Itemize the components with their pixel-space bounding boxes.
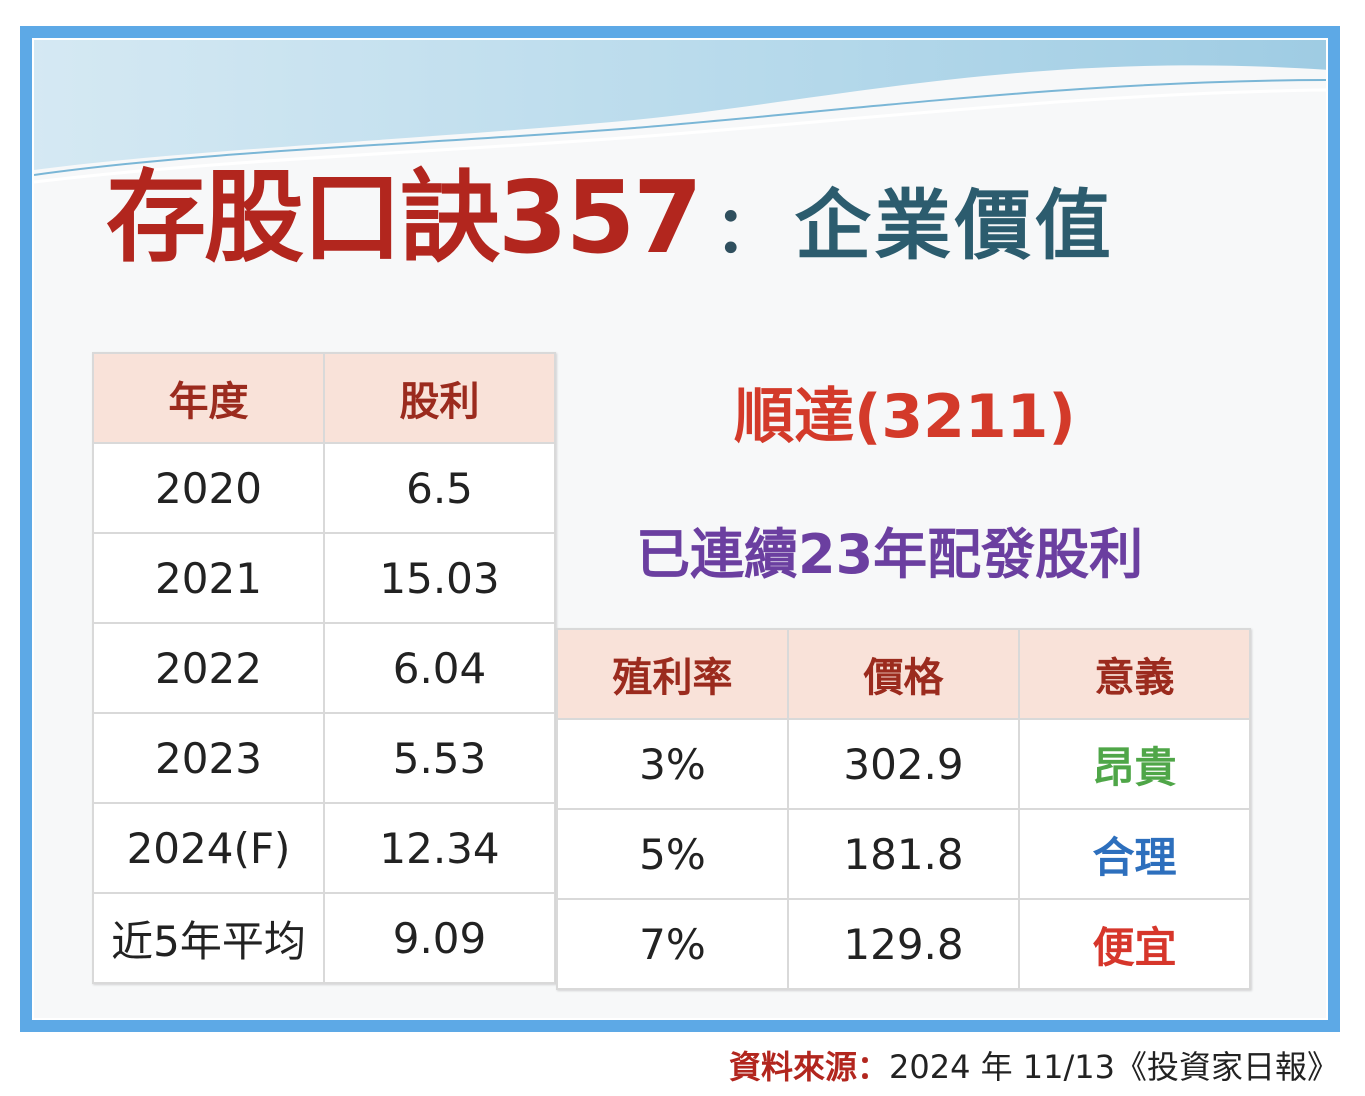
- table-row: 7% 129.8 便宜: [556, 898, 1251, 990]
- cell-year: 2023: [92, 712, 325, 804]
- title-sub: 企業價值: [794, 181, 1115, 270]
- title-colon: ：: [714, 194, 779, 268]
- table-row: 3% 302.9 昂貴: [556, 718, 1251, 810]
- company-name: 順達(3211): [734, 382, 1076, 452]
- dividend-table: 年度 股利 2020 6.5 2021 15.03 2022 6.04 2023: [92, 352, 556, 984]
- title-main: 存股口訣357: [106, 159, 703, 276]
- table-header-row: 殖利率 價格 意義: [556, 628, 1251, 720]
- header-dividend: 股利: [323, 352, 556, 444]
- cell-dividend: 5.53: [323, 712, 556, 804]
- header-wave-decoration: [34, 40, 1326, 184]
- cell-year: 2020: [92, 442, 325, 534]
- cell-dividend: 6.5: [323, 442, 556, 534]
- table-row: 2022 6.04: [92, 622, 556, 714]
- cell-yield: 5%: [556, 808, 789, 900]
- cell-price: 302.9: [787, 718, 1020, 810]
- cell-yield: 7%: [556, 898, 789, 990]
- cell-year: 2021: [92, 532, 325, 624]
- cell-meaning-fair: 合理: [1018, 808, 1251, 900]
- valuation-table: 殖利率 價格 意義 3% 302.9 昂貴 5% 181.8 合理 7% 129…: [556, 628, 1251, 990]
- source-text: 2024 年 11/13《投資家日報》: [888, 1048, 1339, 1086]
- slide-frame: 存股口訣357：企業價值 順達(3211) 已連續23年配發股利 年度 股利 2…: [20, 26, 1340, 1032]
- cell-dividend: 9.09: [323, 892, 556, 984]
- header-year: 年度: [92, 352, 325, 444]
- header-price: 價格: [787, 628, 1020, 720]
- header-meaning: 意義: [1018, 628, 1251, 720]
- slide: 存股口訣357：企業價值 順達(3211) 已連續23年配發股利 年度 股利 2…: [32, 38, 1328, 1020]
- cell-meaning-cheap: 便宜: [1018, 898, 1251, 990]
- cell-year: 近5年平均: [92, 892, 325, 984]
- dividend-streak-note: 已連續23年配發股利: [636, 523, 1144, 586]
- cell-year: 2022: [92, 622, 325, 714]
- cell-price: 129.8: [787, 898, 1020, 990]
- source-label: 資料來源：: [728, 1048, 889, 1086]
- table-row: 2020 6.5: [92, 442, 556, 534]
- cell-yield: 3%: [556, 718, 789, 810]
- table-row: 2023 5.53: [92, 712, 556, 804]
- cell-year: 2024(F): [92, 802, 325, 894]
- cell-dividend: 12.34: [323, 802, 556, 894]
- table-header-row: 年度 股利: [92, 352, 556, 444]
- table-row: 5% 181.8 合理: [556, 808, 1251, 900]
- table-row: 2021 15.03: [92, 532, 556, 624]
- cell-meaning-expensive: 昂貴: [1018, 718, 1251, 810]
- cell-dividend: 6.04: [323, 622, 556, 714]
- table-row: 2024(F) 12.34: [92, 802, 556, 894]
- cell-price: 181.8: [787, 808, 1020, 900]
- source-caption: 資料來源：2024 年 11/13《投資家日報》: [729, 1042, 1339, 1088]
- cell-dividend: 15.03: [323, 532, 556, 624]
- header-yield: 殖利率: [556, 628, 789, 720]
- table-row: 近5年平均 9.09: [92, 892, 556, 984]
- page-title: 存股口訣357：企業價值: [106, 168, 1115, 268]
